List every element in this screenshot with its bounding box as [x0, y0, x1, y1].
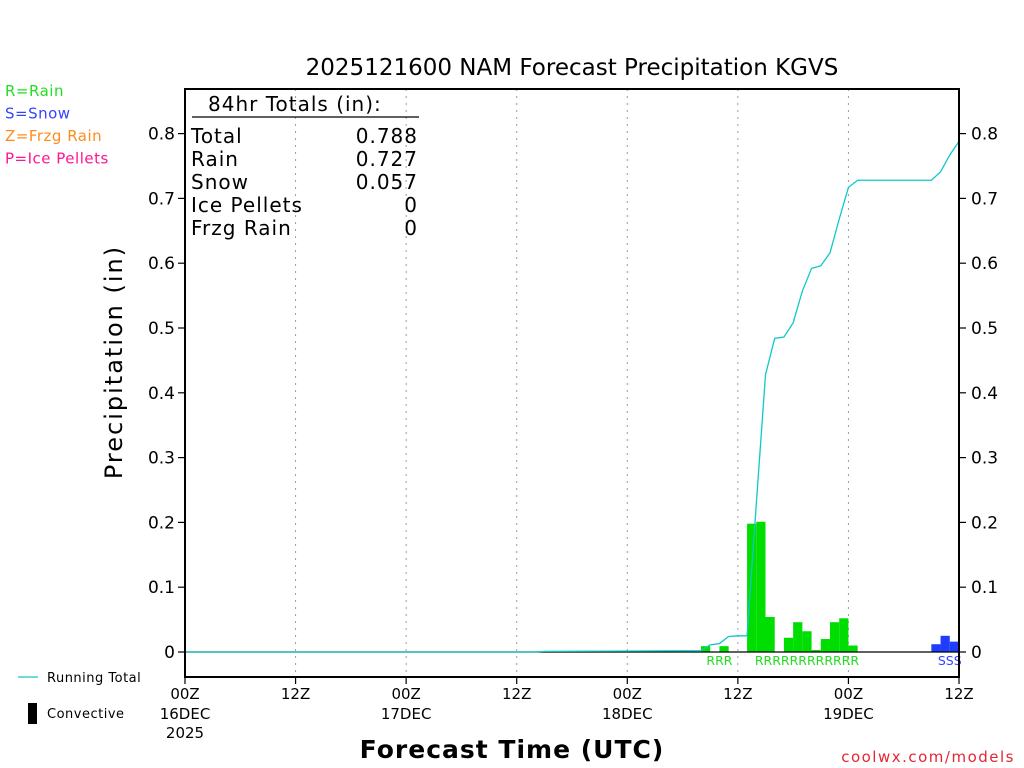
type-label-2: SSS [938, 653, 962, 668]
xtick-date-6: 19DEC [823, 705, 874, 723]
totals-label-2: Snow [191, 170, 249, 194]
xtick-label-5: 12Z [723, 685, 752, 703]
rain-bar-7 [802, 631, 812, 652]
ytick-label-right-2: 0.2 [971, 513, 998, 533]
precip-type-labels: RRR RRRRRRRRRRRR SSS [706, 653, 961, 668]
snow-bar-0 [931, 644, 941, 652]
xtick-label-1: 12Z [281, 685, 310, 703]
chart-title: 2025121600 NAM Forecast Precipitation KG… [306, 55, 839, 81]
totals-heading: 84hr Totals (in): [208, 92, 382, 116]
ytick-label-left-3: 0.3 [148, 449, 175, 469]
rain-bar-2 [747, 523, 757, 652]
snow-bar-1 [940, 635, 950, 652]
totals-value-0: 0.788 [356, 124, 418, 148]
totals-value-3: 0 [404, 193, 418, 217]
precip-type-legend: R=Rain S=Snow Z=Frzg Rain P=Ice Pellets [5, 82, 109, 168]
legend-series-0: Running Total [47, 671, 141, 686]
legend-type-3: P=Ice Pellets [5, 150, 109, 168]
totals-label-0: Total [190, 124, 243, 148]
totals-value-1: 0.727 [356, 147, 418, 171]
ytick-label-left-5: 0.5 [148, 319, 175, 339]
type-label-0: RRR [706, 653, 732, 668]
running-total-line [185, 141, 960, 653]
snow-bar-2 [949, 641, 959, 652]
rain-bar-12 [848, 645, 858, 652]
totals-label-3: Ice Pellets [191, 193, 303, 217]
y-axis-ticks: 0 00.1 0.10.2 0.20.3 0.30.4 0.40.5 0.50.6 0.60.… [148, 125, 998, 663]
xtick-label-7: 12Z [944, 685, 973, 703]
xtick-date-2: 17DEC [381, 705, 432, 723]
x-axis-label: Forecast Time (UTC) [360, 735, 665, 764]
xtick-date-4: 18DEC [602, 705, 653, 723]
ytick-label-left-7: 0.7 [148, 189, 175, 209]
plot-frame [184, 88, 960, 678]
running-total-polyline [185, 141, 960, 653]
ytick-label-left-6: 0.6 [148, 254, 175, 274]
rain-bar-9 [820, 639, 830, 652]
totals-table: 84hr Totals (in): Total 0.788 Rain 0.727 Sno… [190, 92, 419, 240]
precip-bars [701, 521, 959, 652]
rain-bar-11 [839, 618, 849, 652]
ytick-label-right-6: 0.6 [971, 254, 998, 274]
ytick-label-right-7: 0.7 [971, 189, 998, 209]
ytick-label-right-5: 0.5 [971, 319, 998, 339]
ytick-label-right-3: 0.3 [971, 449, 998, 469]
rain-bar-6 [793, 622, 803, 652]
totals-label-1: Rain [191, 147, 239, 171]
y-axis-label: Precipitation (in) [100, 245, 128, 479]
totals-label-4: Frzg Rain [191, 216, 292, 240]
ytick-label-left-0: 0 [164, 643, 175, 663]
rain-bar-10 [830, 622, 840, 652]
series-legend: Running Total Convective [18, 671, 141, 724]
xtick-label-3: 12Z [502, 685, 531, 703]
legend-bar-swatch [28, 703, 37, 724]
ytick-label-right-0: 0 [971, 643, 982, 663]
ytick-label-right-8: 0.8 [971, 125, 998, 145]
xtick-label-0: 00Z [170, 685, 199, 703]
xtick-year-0: 2025 [166, 724, 204, 742]
totals-value-2: 0.057 [356, 170, 418, 194]
totals-value-4: 0 [404, 216, 418, 240]
rain-bar-1 [719, 646, 729, 652]
legend-type-0: R=Rain [5, 82, 64, 100]
legend-series-1: Convective [47, 707, 125, 722]
ytick-label-left-1: 0.1 [148, 578, 175, 598]
source-watermark: coolwx.com/models [841, 748, 1015, 766]
xtick-label-6: 00Z [834, 685, 863, 703]
ytick-label-right-4: 0.4 [971, 384, 998, 404]
xtick-label-2: 00Z [391, 685, 420, 703]
ytick-label-right-1: 0.1 [971, 578, 998, 598]
ytick-label-left-2: 0.2 [148, 513, 175, 533]
type-label-1: RRRRRRRRRRRR [755, 653, 860, 668]
rain-bar-4 [765, 617, 775, 652]
xtick-date-0: 16DEC [160, 705, 211, 723]
legend-type-2: Z=Frzg Rain [5, 127, 102, 145]
rain-bar-0 [701, 646, 711, 652]
legend-type-1: S=Snow [5, 105, 71, 123]
rain-bar-5 [783, 637, 794, 652]
ytick-label-left-4: 0.4 [148, 384, 175, 404]
xtick-label-4: 00Z [613, 685, 642, 703]
rain-bar-8 [811, 650, 821, 652]
ytick-label-left-8: 0.8 [148, 125, 175, 145]
rain-bar-3 [756, 521, 766, 652]
